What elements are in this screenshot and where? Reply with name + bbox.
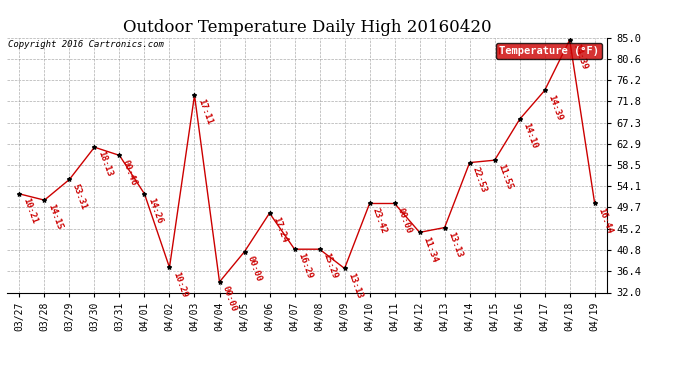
Point [189,92,200,98]
Point [464,160,475,166]
Text: 11:55: 11:55 [496,163,513,191]
Text: 11:34: 11:34 [421,235,439,264]
Point [164,264,175,270]
Text: 15:29: 15:29 [321,252,339,280]
Point [539,87,550,93]
Text: 23:42: 23:42 [371,206,388,235]
Text: 22:53: 22:53 [471,165,489,194]
Point [289,246,300,252]
Point [389,201,400,207]
Text: 14:39: 14:39 [571,43,589,71]
Text: 14:15: 14:15 [46,203,63,231]
Point [564,37,575,43]
Point [14,191,25,197]
Point [439,225,450,231]
Text: 16:44: 16:44 [596,206,613,235]
Point [364,201,375,207]
Point [239,249,250,255]
Point [139,191,150,197]
Title: Outdoor Temperature Daily High 20160420: Outdoor Temperature Daily High 20160420 [123,19,491,36]
Text: 13:13: 13:13 [346,271,364,300]
Text: 16:29: 16:29 [296,252,313,280]
Point [314,246,325,252]
Text: 17:11: 17:11 [196,98,213,126]
Text: Copyright 2016 Cartronics.com: Copyright 2016 Cartronics.com [8,40,164,49]
Text: 14:39: 14:39 [546,93,564,122]
Text: 53:31: 53:31 [71,182,88,210]
Point [264,210,275,216]
Point [89,144,100,150]
Text: 14:26: 14:26 [146,196,164,225]
Text: 13:13: 13:13 [446,230,464,259]
Point [114,152,125,158]
Point [64,176,75,182]
Point [489,157,500,163]
Text: 17:24: 17:24 [271,216,288,244]
Text: 00:00: 00:00 [246,254,264,283]
Point [514,116,525,122]
Point [214,279,225,285]
Legend: Temperature (°F): Temperature (°F) [495,43,602,59]
Text: 00:46: 00:46 [121,158,139,186]
Point [39,197,50,203]
Point [589,201,600,207]
Text: 00:00: 00:00 [396,206,413,235]
Text: 18:13: 18:13 [96,150,113,178]
Text: 10:29: 10:29 [171,270,188,298]
Text: 00:00: 00:00 [221,285,239,313]
Point [339,266,350,272]
Text: 14:10: 14:10 [521,122,539,150]
Point [414,230,425,236]
Text: 10:21: 10:21 [21,196,39,225]
